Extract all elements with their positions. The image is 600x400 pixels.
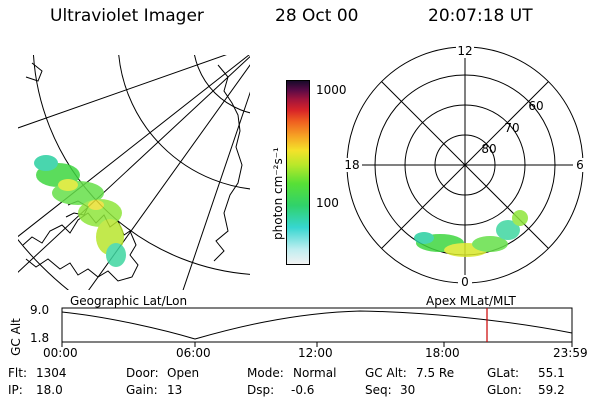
flt-value: 1304 [36, 366, 67, 380]
ip-value: 18.0 [36, 383, 63, 397]
coastline [22, 212, 139, 282]
apex-caption: Apex MLat/MLT [426, 294, 516, 308]
meridian-line [18, 56, 250, 273]
dsp-value: -0.6 [291, 383, 315, 397]
timeline-ytick-9: 9.0 [30, 303, 50, 317]
timeline-ytick-1: 1.8 [30, 331, 50, 345]
mlt-label-6: 6 [576, 158, 584, 172]
dsp-label: Dsp: [247, 383, 275, 397]
door-label: Door: [126, 366, 159, 380]
polar-aurora-oval [414, 210, 528, 257]
colorbar-unit-label: photon cm⁻²s⁻¹ [271, 147, 285, 240]
timeline-xtick-0600: 06:00 [176, 346, 211, 360]
aurora-emission [34, 155, 126, 267]
ip-label: IP: [8, 383, 23, 397]
gcalt-label: GC Alt: [365, 366, 407, 380]
meridian-line [18, 55, 250, 238]
mlat-label-70: 70 [504, 121, 519, 135]
geographic-caption: Geographic Lat/Lon [70, 294, 188, 308]
flt-label: Flt: [8, 366, 27, 380]
observation-time: 20:07:18 UT [428, 6, 533, 26]
mode-value: Normal [293, 366, 337, 380]
mlt-label-18: 18 [344, 158, 359, 172]
colorbar-tick-1000: 1000 [316, 83, 347, 97]
seq-value: 30 [400, 383, 416, 397]
seq-label: Seq: [365, 383, 392, 397]
altitude-curve [61, 310, 573, 340]
instrument-title: Ultraviolet Imager [50, 6, 204, 26]
mlt-label-12: 12 [457, 44, 472, 58]
timeline-xtick-0000: 00:00 [43, 346, 78, 360]
mlt-line-diag [381, 81, 549, 249]
mlat-label-60: 60 [528, 99, 543, 113]
gain-label: Gain: [126, 383, 158, 397]
glon-label: GLon: [487, 383, 522, 397]
door-value: Open [167, 366, 200, 380]
gain-value: 13 [167, 383, 183, 397]
gcalt-value: 7.5 Re [416, 366, 455, 380]
coastline [213, 64, 243, 262]
mode-label: Mode: [247, 366, 284, 380]
orbit-altitude-timeline [61, 307, 573, 347]
mlt-label-0: 0 [461, 275, 469, 289]
polar-mlat-mlt-plot: 12 18 6 0 60 70 80 [342, 44, 587, 289]
coastline [25, 62, 43, 82]
meridian-line [18, 55, 227, 129]
glat-value: 55.1 [538, 366, 565, 380]
timeline-xtick-1200: 12:00 [298, 346, 333, 360]
mlat-label-80: 80 [481, 142, 496, 156]
timeline-xtick-2359: 23:59 [553, 346, 588, 360]
timeline-xtick-1800: 18:00 [425, 346, 460, 360]
geographic-map [18, 55, 250, 290]
colorbar-tick-100: 100 [316, 196, 339, 210]
glat-label: GLat: [487, 366, 520, 380]
glon-value: 59.2 [538, 383, 565, 397]
timeline-axis-label: GC Alt [9, 318, 23, 356]
intensity-colorbar [286, 80, 310, 265]
observation-date: 28 Oct 00 [275, 6, 359, 26]
meridian-line [182, 91, 250, 290]
